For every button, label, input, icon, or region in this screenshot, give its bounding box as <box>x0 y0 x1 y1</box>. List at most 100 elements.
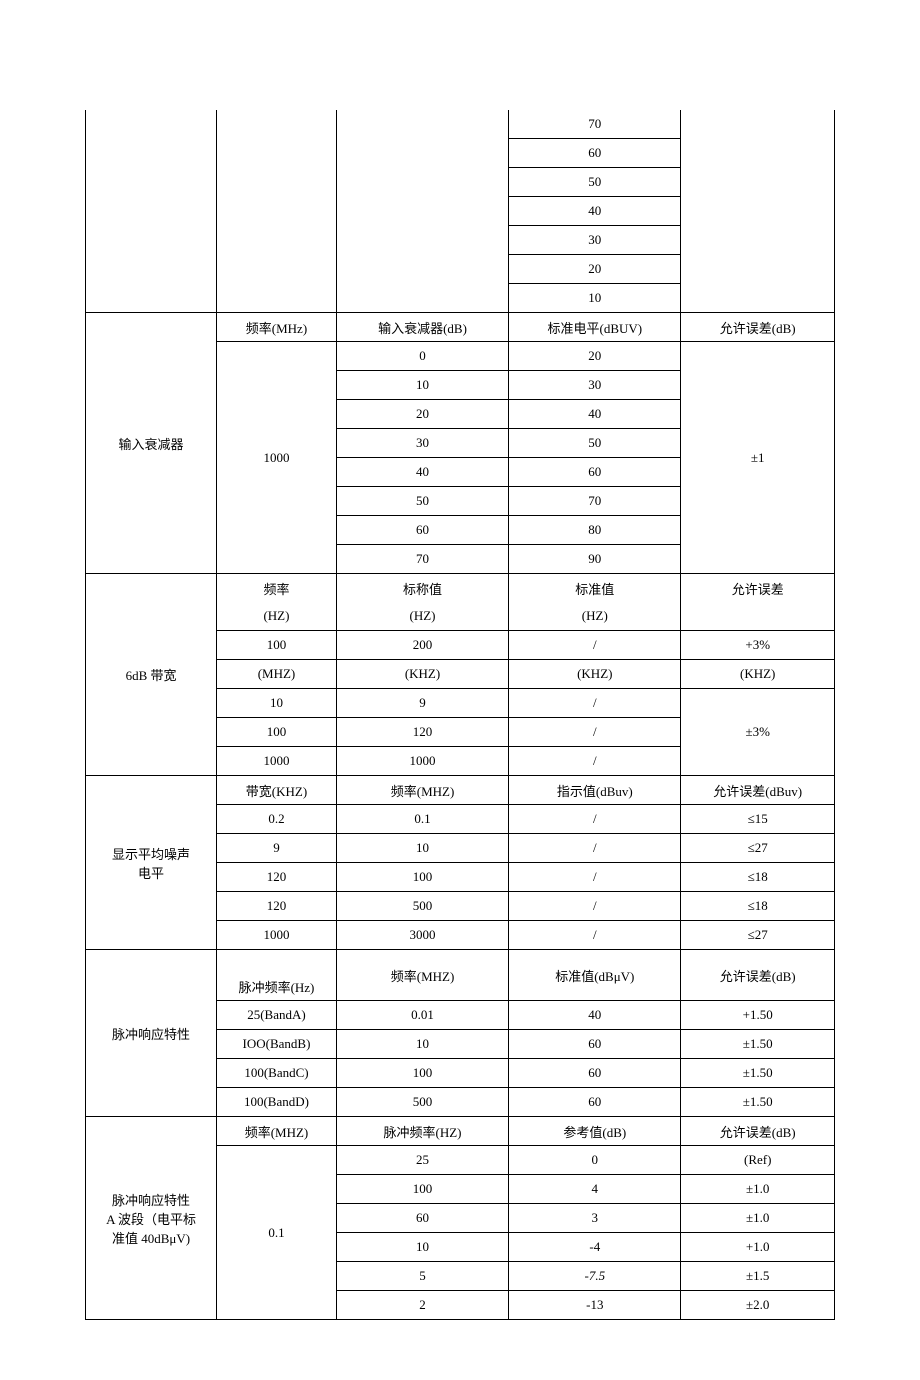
input-atten-label: 输入衰减器 <box>86 313 217 574</box>
cell: 50 <box>509 168 681 197</box>
hdr: 标准值 <box>509 574 681 603</box>
hdr: 输入衰减器(dB) <box>336 313 508 342</box>
pulseA-label-l2: A 波段（电平标 <box>106 1212 196 1227</box>
bw6db-tol: ±3% <box>681 689 835 776</box>
cell: -7.5 <box>509 1262 681 1291</box>
hdr: 允许误差 <box>681 574 835 603</box>
cell: ≤27 <box>681 921 835 950</box>
cell: +1.50 <box>681 1001 835 1030</box>
cell: 100(BandC) <box>217 1059 337 1088</box>
cell: 1000 <box>217 747 337 776</box>
cell: ±2.0 <box>681 1291 835 1320</box>
cell: (Ref) <box>681 1146 835 1175</box>
hdr: 频率(MHZ) <box>336 776 508 805</box>
cell: 10 <box>336 834 508 863</box>
noise-label: 显示平均噪声 电平 <box>86 776 217 950</box>
cell: 50 <box>509 429 681 458</box>
bw6db-label: 6dB 带宽 <box>86 574 217 776</box>
input-atten-freq: 1000 <box>217 342 337 574</box>
cell: 20 <box>509 342 681 371</box>
hdr: 标称值 <box>336 574 508 603</box>
cell: ≤18 <box>681 863 835 892</box>
cell: 60 <box>509 1088 681 1117</box>
cell: 10 <box>336 371 508 400</box>
cell: 0 <box>336 342 508 371</box>
cell: 40 <box>509 1001 681 1030</box>
cell: ±1.50 <box>681 1030 835 1059</box>
cell: / <box>509 689 681 718</box>
cell: 0 <box>509 1146 681 1175</box>
cell: -13 <box>509 1291 681 1320</box>
noise-label-l1: 显示平均噪声 <box>112 847 190 862</box>
hdr: (KHZ) <box>509 660 681 689</box>
cell: 0.01 <box>336 1001 508 1030</box>
cell: 3 <box>509 1204 681 1233</box>
top-colD-cell <box>681 110 835 313</box>
hdr: 标准电平(dBUV) <box>509 313 681 342</box>
cell: / <box>509 805 681 834</box>
cell: 20 <box>509 255 681 284</box>
cell: 60 <box>336 1204 508 1233</box>
cell: ≤27 <box>681 834 835 863</box>
cell: 100 <box>336 863 508 892</box>
cell: 50 <box>336 487 508 516</box>
hdr: (HZ) <box>217 602 337 631</box>
cell: 40 <box>509 400 681 429</box>
cell: 100(BandD) <box>217 1088 337 1117</box>
spec-table: 70 60 50 40 30 20 10 输入衰减器 频率(MHz) 输入衰减器… <box>85 110 835 1320</box>
hdr: 频率(MHZ) <box>336 950 508 1001</box>
cell: 70 <box>509 110 681 139</box>
cell: 25(BandA) <box>217 1001 337 1030</box>
cell: 120 <box>217 863 337 892</box>
cell: / <box>509 747 681 776</box>
cell: ±1.5 <box>681 1262 835 1291</box>
cell: ±1.50 <box>681 1088 835 1117</box>
cell: 2 <box>336 1291 508 1320</box>
cell: 70 <box>336 545 508 574</box>
cell: 60 <box>336 516 508 545</box>
hdr: (KHZ) <box>336 660 508 689</box>
hdr: 允许误差(dBuv) <box>681 776 835 805</box>
cell: 10 <box>217 689 337 718</box>
cell: +1.0 <box>681 1233 835 1262</box>
cell: IOO(BandB) <box>217 1030 337 1059</box>
cell: 40 <box>336 458 508 487</box>
top-colA-cell <box>217 110 337 313</box>
cell: 80 <box>509 516 681 545</box>
hdr: 频率(MHZ) <box>217 1117 337 1146</box>
cell: 9 <box>336 689 508 718</box>
cell: 100 <box>217 631 337 660</box>
cell: 60 <box>509 458 681 487</box>
hdr: 允许误差(dB) <box>681 1117 835 1146</box>
cell: 90 <box>509 545 681 574</box>
hdr <box>681 602 835 631</box>
cell: 0.1 <box>336 805 508 834</box>
hdr: 参考值(dB) <box>509 1117 681 1146</box>
cell: 60 <box>509 139 681 168</box>
pulseA-freq: 0.1 <box>217 1146 337 1320</box>
input-atten-tol: ±1 <box>681 342 835 574</box>
cell: 60 <box>509 1059 681 1088</box>
hdr: (MHZ) <box>217 660 337 689</box>
cell: / <box>509 834 681 863</box>
cell: 10 <box>336 1233 508 1262</box>
hdr: 频率(MHz) <box>217 313 337 342</box>
cell: / <box>509 631 681 660</box>
hdr: 允许误差(dB) <box>681 313 835 342</box>
cell: ±1.0 <box>681 1204 835 1233</box>
cell: 100 <box>217 718 337 747</box>
cell: 100 <box>336 1059 508 1088</box>
cell: ≤15 <box>681 805 835 834</box>
cell: 10 <box>509 284 681 313</box>
hdr: 脉冲频率(HZ) <box>336 1117 508 1146</box>
cell: 10 <box>336 1030 508 1059</box>
hdr: 标准值(dBμV) <box>509 950 681 1001</box>
cell: 500 <box>336 892 508 921</box>
hdr: (HZ) <box>509 602 681 631</box>
cell: 120 <box>336 718 508 747</box>
cell: 20 <box>336 400 508 429</box>
cell: / <box>509 892 681 921</box>
cell: 30 <box>509 371 681 400</box>
cell: 4 <box>509 1175 681 1204</box>
cell: 120 <box>217 892 337 921</box>
